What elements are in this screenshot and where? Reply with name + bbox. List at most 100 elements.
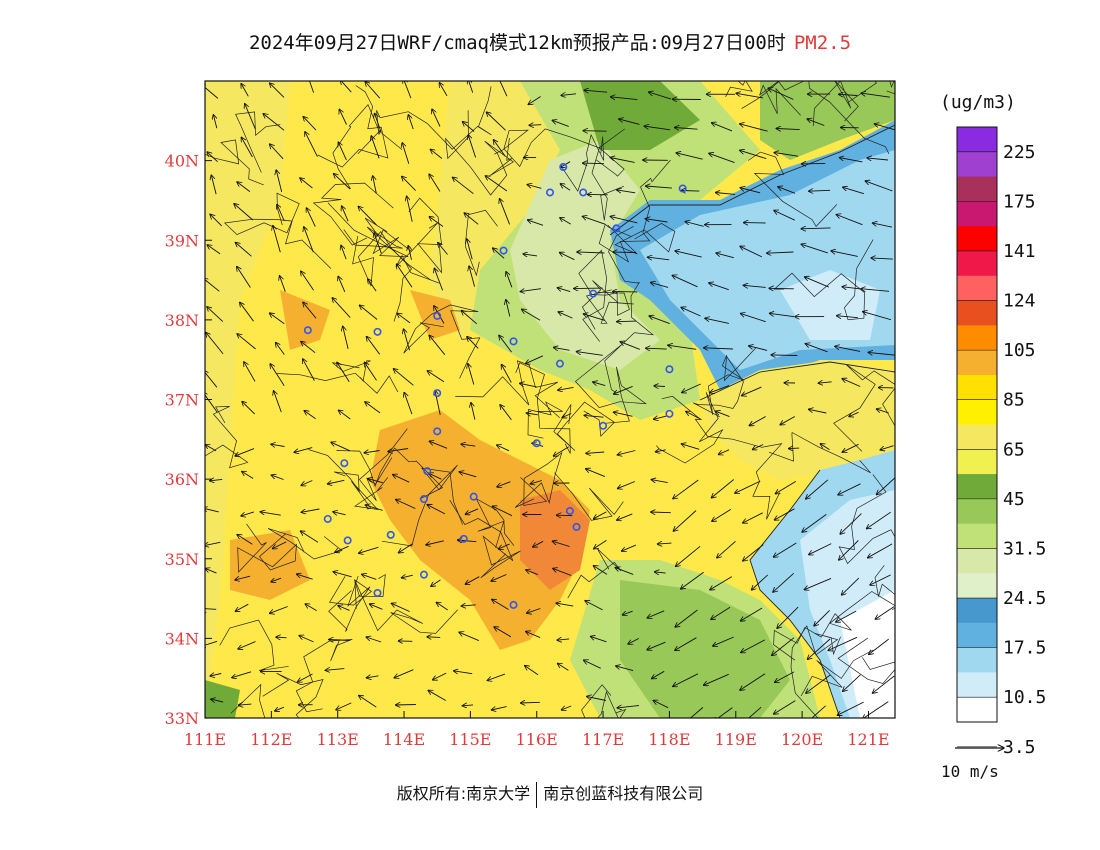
wind-vector [709,283,729,291]
wind-vector [467,337,479,349]
station-marker [419,495,428,504]
boundary-line [812,81,859,127]
legend-swatch [957,350,997,376]
orange-hotspot-north [280,290,330,350]
station-marker [589,289,598,298]
wind-vector [841,577,860,595]
wind-vector [325,669,345,671]
wind-vector [584,660,601,669]
wind-vector [408,246,412,260]
wind-vector [874,124,895,131]
wind-vector [332,298,351,318]
wind-vector [393,475,410,483]
wind-vector [341,245,347,260]
wind-vector [649,316,670,325]
wind-vector [814,609,831,626]
wind-vector [774,508,795,520]
wind-vector [774,700,796,715]
wind-vector [270,364,285,386]
station-marker [323,514,332,523]
wind-vector [335,545,349,552]
wind-vector [465,508,479,515]
wind-vector [651,480,668,483]
wind-vector [429,473,442,480]
wind-vector [529,125,542,126]
wind-vector [432,109,441,127]
wind-vector [868,543,893,558]
wind-vector [365,82,381,99]
legend-label: 175 [1003,191,1036,212]
wind-vector [743,285,766,287]
legend-label: 31.5 [1003,538,1046,559]
boundary-line [381,464,463,547]
wind-vector [273,226,281,253]
wind-vector [740,188,761,194]
wind-vector [552,541,570,547]
wind-vector [500,405,512,421]
legend-swatch [957,474,997,500]
wind-vector [429,174,441,192]
wind-vector [338,142,347,161]
wind-vector [428,690,446,701]
wind-vector [340,81,352,93]
wind-vector [842,443,859,452]
wind-vector [711,479,734,498]
wind-vector [743,706,762,718]
x-tick-label: 112E [250,730,292,749]
wind-vector [263,114,285,131]
y-tick-label: 38N [165,311,199,330]
wind-vector [434,268,444,291]
wind-vector [802,514,827,532]
wind-vector [269,313,285,325]
wind-vector [740,246,763,258]
wind-vector [337,362,350,383]
copyright-right: 南京创蓝科技有限公司 [543,784,704,803]
wind-vector [752,444,764,450]
wind-vector [365,402,381,414]
boundary-line [295,638,353,713]
legend-swatch [957,250,997,277]
wind-vector [461,311,477,325]
wind-vector [617,321,637,322]
wind-vector [617,190,636,193]
wind-vector [867,158,889,160]
wind-vector [818,382,832,383]
station-marker [419,570,428,579]
wind-vector [327,479,345,484]
wind-vector [438,243,448,255]
wind-vector [499,81,508,97]
boundary-line [494,128,626,168]
wind-vector [553,446,570,456]
species-label: PM2.5 [793,32,852,54]
boundary-line [205,612,207,614]
wind-vector [303,117,317,131]
wind-vector [309,81,315,93]
wind-vector [780,416,796,425]
y-tick-label: 35N [165,550,199,569]
boundary-line [235,111,281,173]
wind-vector [205,84,219,99]
wind-vector [388,448,409,452]
wind-vector [402,143,410,164]
wind-vector [359,695,377,708]
wind-vector [530,481,542,484]
wind-vector [429,441,448,449]
station-marker [373,588,382,597]
wind-vector [211,699,224,702]
legend-label: 105 [1003,340,1036,361]
wind-vector [689,707,704,718]
wind-vector [331,442,351,452]
wind-vector [300,531,319,543]
wind-vector [713,707,733,718]
legend-label: 65 [1003,439,1025,460]
wind-vector [749,346,768,351]
wind-vector [459,472,477,478]
wind-vector [299,636,314,643]
wind-vector [673,673,699,687]
boundary-line [364,217,440,284]
wind-vector [586,469,606,478]
wind-vector [801,163,826,164]
wind-vector [653,700,669,709]
wind-vector [617,513,633,520]
wind-vector [866,511,891,529]
